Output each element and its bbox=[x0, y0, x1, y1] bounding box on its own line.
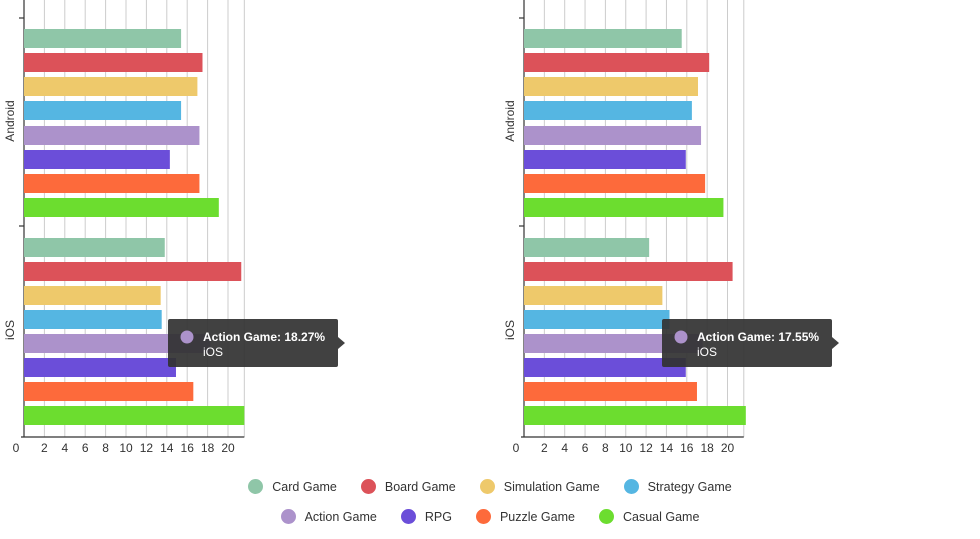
y-group-label: iOS bbox=[3, 320, 17, 340]
x-tick-label: 4 bbox=[561, 441, 568, 455]
bar-puzzle-game-android[interactable] bbox=[24, 174, 200, 193]
legend-row-1: Card Game Board Game Simulation Game Strate… bbox=[0, 479, 980, 494]
bar-simulation-game-android[interactable] bbox=[524, 77, 698, 96]
legend-item-strategy-game[interactable]: Strategy Game bbox=[623, 479, 732, 494]
bar-board-game-android[interactable] bbox=[524, 53, 710, 72]
bar-action-game-ios[interactable] bbox=[524, 334, 703, 353]
y-group-label: Android bbox=[3, 100, 17, 141]
x-tick-label: 4 bbox=[61, 441, 68, 455]
bar-card-game-ios[interactable] bbox=[24, 238, 165, 257]
tooltip-arrow bbox=[832, 337, 839, 349]
x-tick-label: 18 bbox=[201, 441, 215, 455]
bar-simulation-game-ios[interactable] bbox=[24, 286, 161, 305]
bar-strategy-game-ios[interactable] bbox=[524, 310, 670, 329]
x-tick-label: 14 bbox=[660, 441, 674, 455]
legend-item-simulation-game[interactable]: Simulation Game bbox=[479, 479, 600, 494]
bar-casual-game-ios[interactable] bbox=[524, 406, 746, 425]
x-tick-label: 6 bbox=[82, 441, 89, 455]
legend-marker bbox=[360, 479, 376, 494]
legend-label: Action Game bbox=[304, 509, 377, 524]
x-tick-label: 0 bbox=[13, 441, 20, 455]
x-tick-label: 14 bbox=[160, 441, 174, 455]
legend-label: Casual Game bbox=[622, 509, 700, 524]
legend-marker bbox=[280, 509, 296, 524]
tooltip: Action Game: 17.55%iOS bbox=[662, 319, 839, 367]
legend-label: RPG bbox=[424, 509, 452, 524]
legend-item-card-game[interactable]: Card Game bbox=[248, 479, 337, 494]
tooltip-marker bbox=[674, 330, 688, 344]
tooltip-box bbox=[662, 319, 832, 367]
x-tick-label: 6 bbox=[582, 441, 589, 455]
legend-marker bbox=[623, 479, 639, 494]
bar-action-game-android[interactable] bbox=[524, 126, 702, 145]
x-tick-label: 20 bbox=[221, 441, 235, 455]
x-tick-label: 16 bbox=[181, 441, 195, 455]
legend-marker bbox=[248, 479, 264, 494]
legend-row-2: Action Game RPG Puzzle Game Casual Game bbox=[0, 509, 980, 524]
legend-marker bbox=[400, 509, 416, 524]
bar-rpg-android[interactable] bbox=[524, 150, 686, 169]
legend-item-casual-game[interactable]: Casual Game bbox=[598, 509, 700, 524]
bar-strategy-game-android[interactable] bbox=[24, 101, 182, 120]
x-tick-label: 18 bbox=[700, 441, 714, 455]
x-tick-label: 8 bbox=[602, 441, 609, 455]
legend-marker bbox=[598, 509, 614, 524]
legend-label: Board Game bbox=[384, 479, 456, 494]
x-tick-label: 8 bbox=[102, 441, 109, 455]
bar-board-game-ios[interactable] bbox=[24, 262, 242, 281]
tooltip-title: Action Game: 17.55% bbox=[697, 330, 819, 344]
bar-card-game-android[interactable] bbox=[524, 29, 682, 48]
x-tick-label: 2 bbox=[541, 441, 548, 455]
tooltip-title: Action Game: 18.27% bbox=[203, 330, 325, 344]
bar-board-game-android[interactable] bbox=[24, 53, 203, 72]
x-tick-label: 0 bbox=[513, 441, 520, 455]
tooltip-arrow bbox=[338, 337, 345, 349]
bar-casual-game-android[interactable] bbox=[524, 198, 724, 217]
legend-label: Strategy Game bbox=[647, 479, 732, 494]
tooltip-subtitle: iOS bbox=[203, 345, 223, 359]
legend-item-board-game[interactable]: Board Game bbox=[360, 479, 456, 494]
bar-simulation-game-android[interactable] bbox=[24, 77, 198, 96]
bar-strategy-game-android[interactable] bbox=[524, 101, 692, 120]
legend-item-rpg[interactable]: RPG bbox=[400, 509, 452, 524]
bar-simulation-game-ios[interactable] bbox=[524, 286, 663, 305]
bar-strategy-game-ios[interactable] bbox=[24, 310, 162, 329]
legend-label: Card Game bbox=[272, 479, 337, 494]
x-tick-label: 2 bbox=[41, 441, 48, 455]
bar-card-game-ios[interactable] bbox=[524, 238, 650, 257]
legend-label: Simulation Game bbox=[503, 479, 600, 494]
bar-card-game-android[interactable] bbox=[24, 29, 182, 48]
legend-item-puzzle-game[interactable]: Puzzle Game bbox=[475, 509, 575, 524]
tooltip-box bbox=[168, 319, 338, 367]
tooltip: Action Game: 18.27%iOS bbox=[168, 319, 345, 367]
bar-action-game-ios[interactable] bbox=[24, 334, 211, 353]
bar-rpg-ios[interactable] bbox=[524, 358, 686, 377]
tooltip-marker bbox=[180, 330, 194, 344]
x-tick-label: 10 bbox=[119, 441, 133, 455]
x-tick-label: 10 bbox=[619, 441, 633, 455]
bar-casual-game-android[interactable] bbox=[24, 198, 219, 217]
legend-label: Puzzle Game bbox=[499, 509, 575, 524]
legend-item-action-game[interactable]: Action Game bbox=[280, 509, 377, 524]
x-tick-label: 12 bbox=[140, 441, 154, 455]
x-tick-label: 16 bbox=[680, 441, 694, 455]
bar-rpg-ios[interactable] bbox=[24, 358, 176, 377]
bar-puzzle-game-ios[interactable] bbox=[524, 382, 697, 401]
bar-action-game-android[interactable] bbox=[24, 126, 200, 145]
tooltip-subtitle: iOS bbox=[697, 345, 717, 359]
bar-board-game-ios[interactable] bbox=[524, 262, 733, 281]
x-tick-label: 12 bbox=[639, 441, 653, 455]
bar-puzzle-game-ios[interactable] bbox=[24, 382, 194, 401]
x-tick-label: 20 bbox=[721, 441, 735, 455]
bar-puzzle-game-android[interactable] bbox=[524, 174, 706, 193]
bar-rpg-android[interactable] bbox=[24, 150, 170, 169]
y-group-label: Android bbox=[503, 100, 517, 141]
y-group-label: iOS bbox=[503, 320, 517, 340]
legend-marker bbox=[479, 479, 495, 494]
legend-marker bbox=[475, 509, 491, 524]
bar-casual-game-ios[interactable] bbox=[24, 406, 245, 425]
